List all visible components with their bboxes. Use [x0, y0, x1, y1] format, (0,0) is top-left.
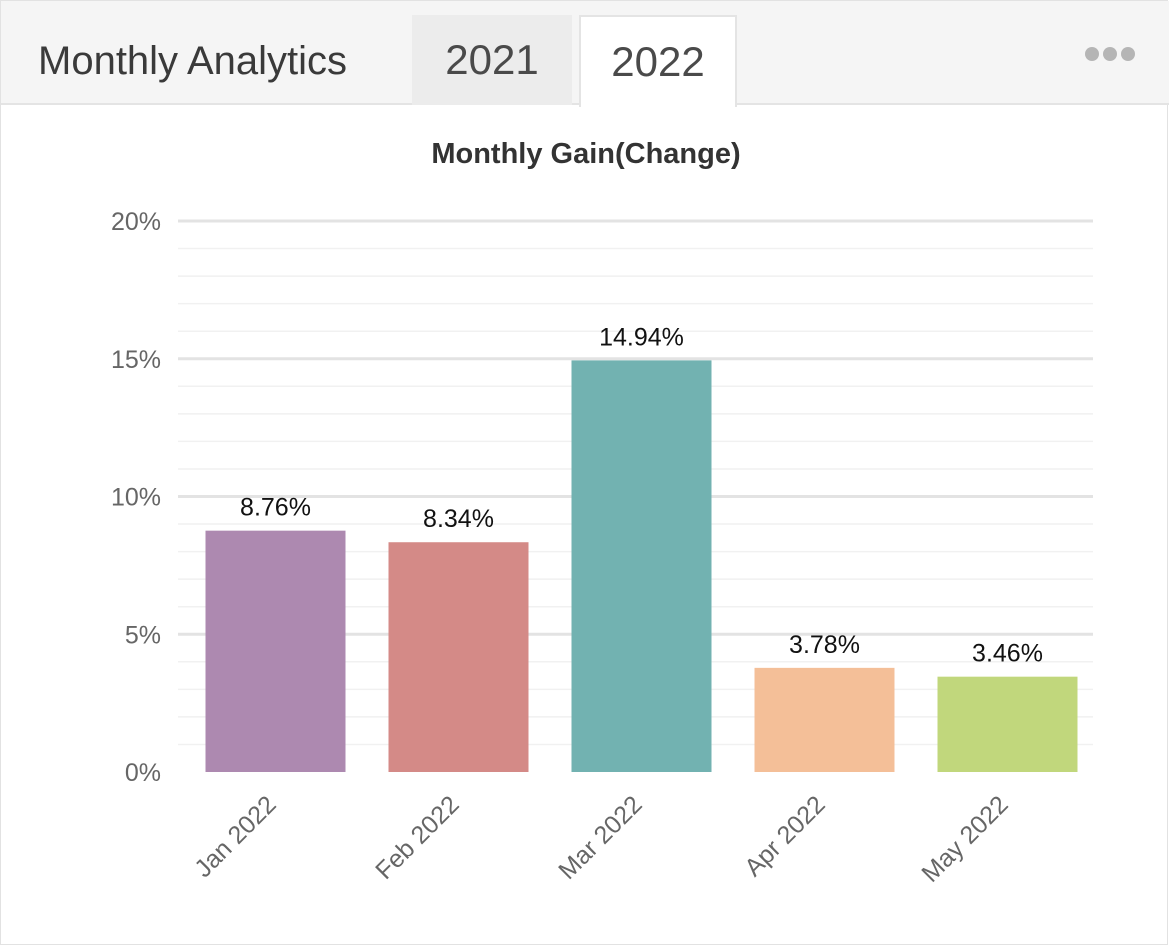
widget-header: Monthly Analytics 2021 2022	[1, 1, 1169, 107]
y-tick-label: 0%	[125, 759, 161, 787]
bar-data-label: 3.46%	[972, 640, 1043, 668]
bar-data-label: 8.76%	[240, 494, 311, 522]
bar	[571, 360, 712, 772]
x-tick-label: Apr 2022	[739, 790, 831, 882]
more-horizontal-icon	[1103, 47, 1117, 61]
y-tick-label: 15%	[111, 346, 161, 374]
tab-2021[interactable]: 2021	[412, 15, 572, 105]
y-tick-label: 5%	[125, 621, 161, 649]
widget-title: Monthly Analytics	[38, 39, 348, 83]
bar-data-label: 8.34%	[423, 505, 494, 533]
bar	[937, 676, 1078, 772]
x-tick-label: Jan 2022	[189, 790, 282, 883]
chart-title: Monthly Gain(Change)	[431, 138, 740, 170]
bar	[754, 667, 895, 772]
x-tick-label: May 2022	[916, 790, 1013, 887]
more-options-button[interactable]	[1079, 39, 1141, 69]
more-horizontal-icon	[1121, 47, 1135, 61]
y-tick-label: 20%	[111, 208, 161, 236]
y-tick-label: 10%	[111, 484, 161, 512]
more-horizontal-icon	[1085, 47, 1099, 61]
tab-2022[interactable]: 2022	[579, 15, 737, 107]
bar	[205, 530, 346, 772]
x-tick-label: Mar 2022	[553, 790, 647, 884]
bar-data-label: 3.78%	[789, 631, 860, 659]
bar-data-label: 14.94%	[599, 323, 684, 351]
x-tick-label: Feb 2022	[370, 790, 464, 884]
bar	[388, 542, 529, 772]
